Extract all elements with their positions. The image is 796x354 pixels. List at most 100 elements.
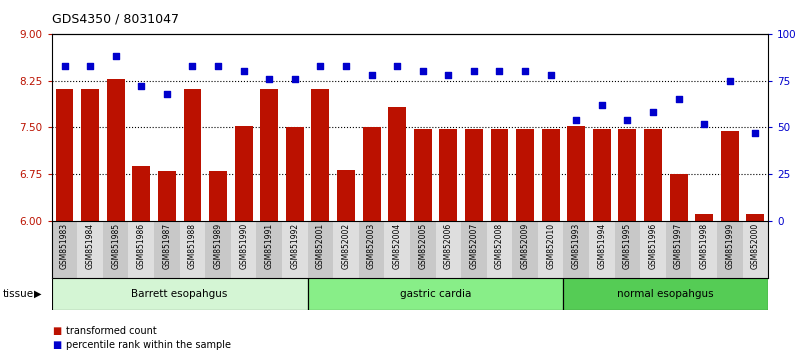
Point — [749, 130, 762, 136]
Point — [263, 76, 275, 81]
Point — [416, 68, 429, 74]
Bar — [154, 221, 180, 278]
Point — [698, 121, 711, 126]
Point — [288, 76, 301, 81]
Text: Barrett esopahgus: Barrett esopahgus — [131, 289, 228, 299]
Point — [314, 63, 326, 68]
Bar — [695, 214, 713, 221]
Bar — [593, 129, 611, 221]
Point — [109, 53, 122, 59]
Bar — [542, 129, 560, 221]
Bar — [384, 221, 410, 278]
Point — [442, 72, 455, 78]
Bar — [132, 166, 150, 221]
Bar — [615, 221, 640, 278]
Bar — [665, 221, 692, 278]
Bar — [231, 221, 256, 278]
Text: GSM852008: GSM852008 — [495, 223, 504, 269]
Bar — [128, 221, 154, 278]
Text: GSM851996: GSM851996 — [649, 223, 657, 269]
Point — [672, 96, 685, 102]
Bar — [307, 278, 564, 310]
Bar — [81, 88, 99, 221]
Text: GSM852003: GSM852003 — [367, 223, 376, 269]
Bar — [235, 126, 252, 221]
Bar — [334, 221, 359, 278]
Bar — [282, 221, 307, 278]
Text: ■: ■ — [52, 340, 61, 350]
Text: percentile rank within the sample: percentile rank within the sample — [66, 340, 231, 350]
Text: GSM851983: GSM851983 — [60, 223, 69, 269]
Bar — [414, 129, 431, 221]
Bar — [644, 129, 662, 221]
Text: GSM851987: GSM851987 — [162, 223, 171, 269]
Text: GSM851984: GSM851984 — [86, 223, 95, 269]
Bar — [52, 278, 307, 310]
Bar — [307, 278, 564, 310]
Text: GSM851986: GSM851986 — [137, 223, 146, 269]
Bar — [52, 221, 77, 278]
Point — [212, 63, 224, 68]
Point — [186, 63, 199, 68]
Bar — [286, 127, 304, 221]
Text: GSM851999: GSM851999 — [725, 223, 734, 269]
Point — [161, 91, 174, 97]
Text: tissue: tissue — [2, 289, 33, 299]
Point — [58, 63, 71, 68]
Point — [84, 63, 96, 68]
Text: GSM851985: GSM851985 — [111, 223, 120, 269]
Bar — [747, 214, 764, 221]
Bar — [256, 221, 282, 278]
Bar — [513, 221, 538, 278]
Bar — [490, 129, 509, 221]
Text: GSM852002: GSM852002 — [341, 223, 350, 269]
Bar — [410, 221, 435, 278]
Text: GSM852010: GSM852010 — [546, 223, 555, 269]
Point — [237, 68, 250, 74]
Bar — [692, 221, 717, 278]
Text: GSM851992: GSM851992 — [291, 223, 299, 269]
Bar — [180, 221, 205, 278]
Text: GDS4350 / 8031047: GDS4350 / 8031047 — [52, 12, 179, 25]
Bar — [184, 88, 201, 221]
Bar — [743, 221, 768, 278]
Bar — [77, 221, 103, 278]
Text: GSM852000: GSM852000 — [751, 223, 760, 269]
Bar — [311, 88, 330, 221]
Point — [724, 78, 736, 83]
Point — [340, 63, 353, 68]
Text: gastric cardia: gastric cardia — [400, 289, 471, 299]
Text: GSM851993: GSM851993 — [572, 223, 581, 269]
Point — [365, 72, 378, 78]
Bar — [205, 221, 231, 278]
Bar — [435, 221, 461, 278]
Point — [493, 68, 505, 74]
Bar — [538, 221, 564, 278]
Text: GSM852007: GSM852007 — [470, 223, 478, 269]
Bar — [564, 278, 768, 310]
Bar — [564, 278, 768, 310]
Bar — [260, 88, 278, 221]
Point — [391, 63, 404, 68]
Text: GSM851997: GSM851997 — [674, 223, 683, 269]
Point — [595, 102, 608, 108]
Text: GSM851989: GSM851989 — [213, 223, 223, 269]
Text: GSM851990: GSM851990 — [239, 223, 248, 269]
Bar — [209, 171, 227, 221]
Text: transformed count: transformed count — [66, 326, 157, 336]
Bar — [486, 221, 513, 278]
Bar — [721, 131, 739, 221]
Bar — [461, 221, 486, 278]
Text: ▶: ▶ — [34, 289, 41, 299]
Text: GSM852001: GSM852001 — [316, 223, 325, 269]
Bar — [465, 129, 483, 221]
Bar — [107, 79, 125, 221]
Bar — [564, 221, 589, 278]
Bar — [103, 221, 128, 278]
Text: GSM851991: GSM851991 — [265, 223, 274, 269]
Bar — [439, 129, 457, 221]
Text: GSM851998: GSM851998 — [700, 223, 708, 269]
Point — [646, 110, 659, 115]
Text: GSM852005: GSM852005 — [418, 223, 427, 269]
Bar — [363, 127, 380, 221]
